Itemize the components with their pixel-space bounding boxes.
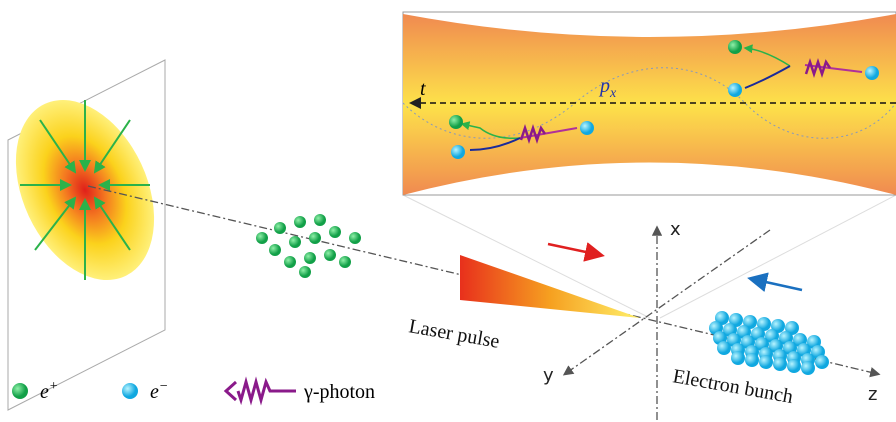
- circle: [329, 226, 341, 238]
- electron: [731, 351, 745, 365]
- diagram: t px: [0, 0, 896, 422]
- momentum-subscript: x: [609, 86, 617, 101]
- circle: [349, 232, 361, 244]
- photon-symbol: [226, 382, 296, 400]
- path: [238, 382, 296, 400]
- electron-bunch-label: Electron bunch: [671, 365, 795, 408]
- circle: [324, 249, 336, 261]
- superscript: +: [49, 379, 58, 394]
- circle: [314, 214, 326, 226]
- momentum-symbol: p: [598, 75, 610, 97]
- electron: [773, 357, 787, 371]
- laser-direction: [548, 244, 600, 255]
- circle: [256, 232, 268, 244]
- inset: t px: [403, 12, 896, 195]
- circle: [269, 244, 281, 256]
- legend-photon: γ-photon: [303, 381, 375, 403]
- circle: [580, 121, 594, 135]
- electron: [759, 355, 773, 369]
- electron: [815, 355, 829, 369]
- circle: [339, 256, 351, 268]
- circle: [289, 236, 301, 248]
- circle: [299, 266, 311, 278]
- electron-symbol: [122, 383, 138, 399]
- legend: e+ e− γ-photon: [12, 379, 375, 403]
- z-axis-label: z: [868, 384, 877, 405]
- laser-pulse: [460, 255, 640, 318]
- circle: [309, 232, 321, 244]
- time-label: t: [420, 78, 426, 100]
- symbol: e: [150, 381, 159, 403]
- electron: [787, 359, 801, 373]
- legend-positron: e+: [40, 379, 58, 403]
- x-axis-label: x: [670, 219, 681, 240]
- electron-bunch: [709, 311, 829, 375]
- positron-symbol: [12, 383, 28, 399]
- electron: [717, 341, 731, 355]
- circle: [294, 216, 306, 228]
- laser-label: Laser pulse: [407, 315, 501, 353]
- circle: [304, 252, 316, 264]
- electron-direction: [752, 279, 802, 290]
- circle: [284, 256, 296, 268]
- detector-screen: [0, 60, 181, 410]
- y-axis-label: y: [543, 365, 554, 386]
- electron: [745, 353, 759, 367]
- circle: [728, 40, 742, 54]
- line: [660, 195, 896, 318]
- positron-bunch: [256, 214, 361, 278]
- circle: [865, 66, 879, 80]
- circle: [451, 145, 465, 159]
- circle: [274, 222, 286, 234]
- legend-electron: e−: [150, 379, 168, 403]
- circle: [449, 115, 463, 129]
- circle: [728, 83, 742, 97]
- electron: [801, 361, 815, 375]
- symbol: e: [40, 381, 49, 403]
- superscript: −: [159, 379, 168, 394]
- path: [226, 382, 236, 400]
